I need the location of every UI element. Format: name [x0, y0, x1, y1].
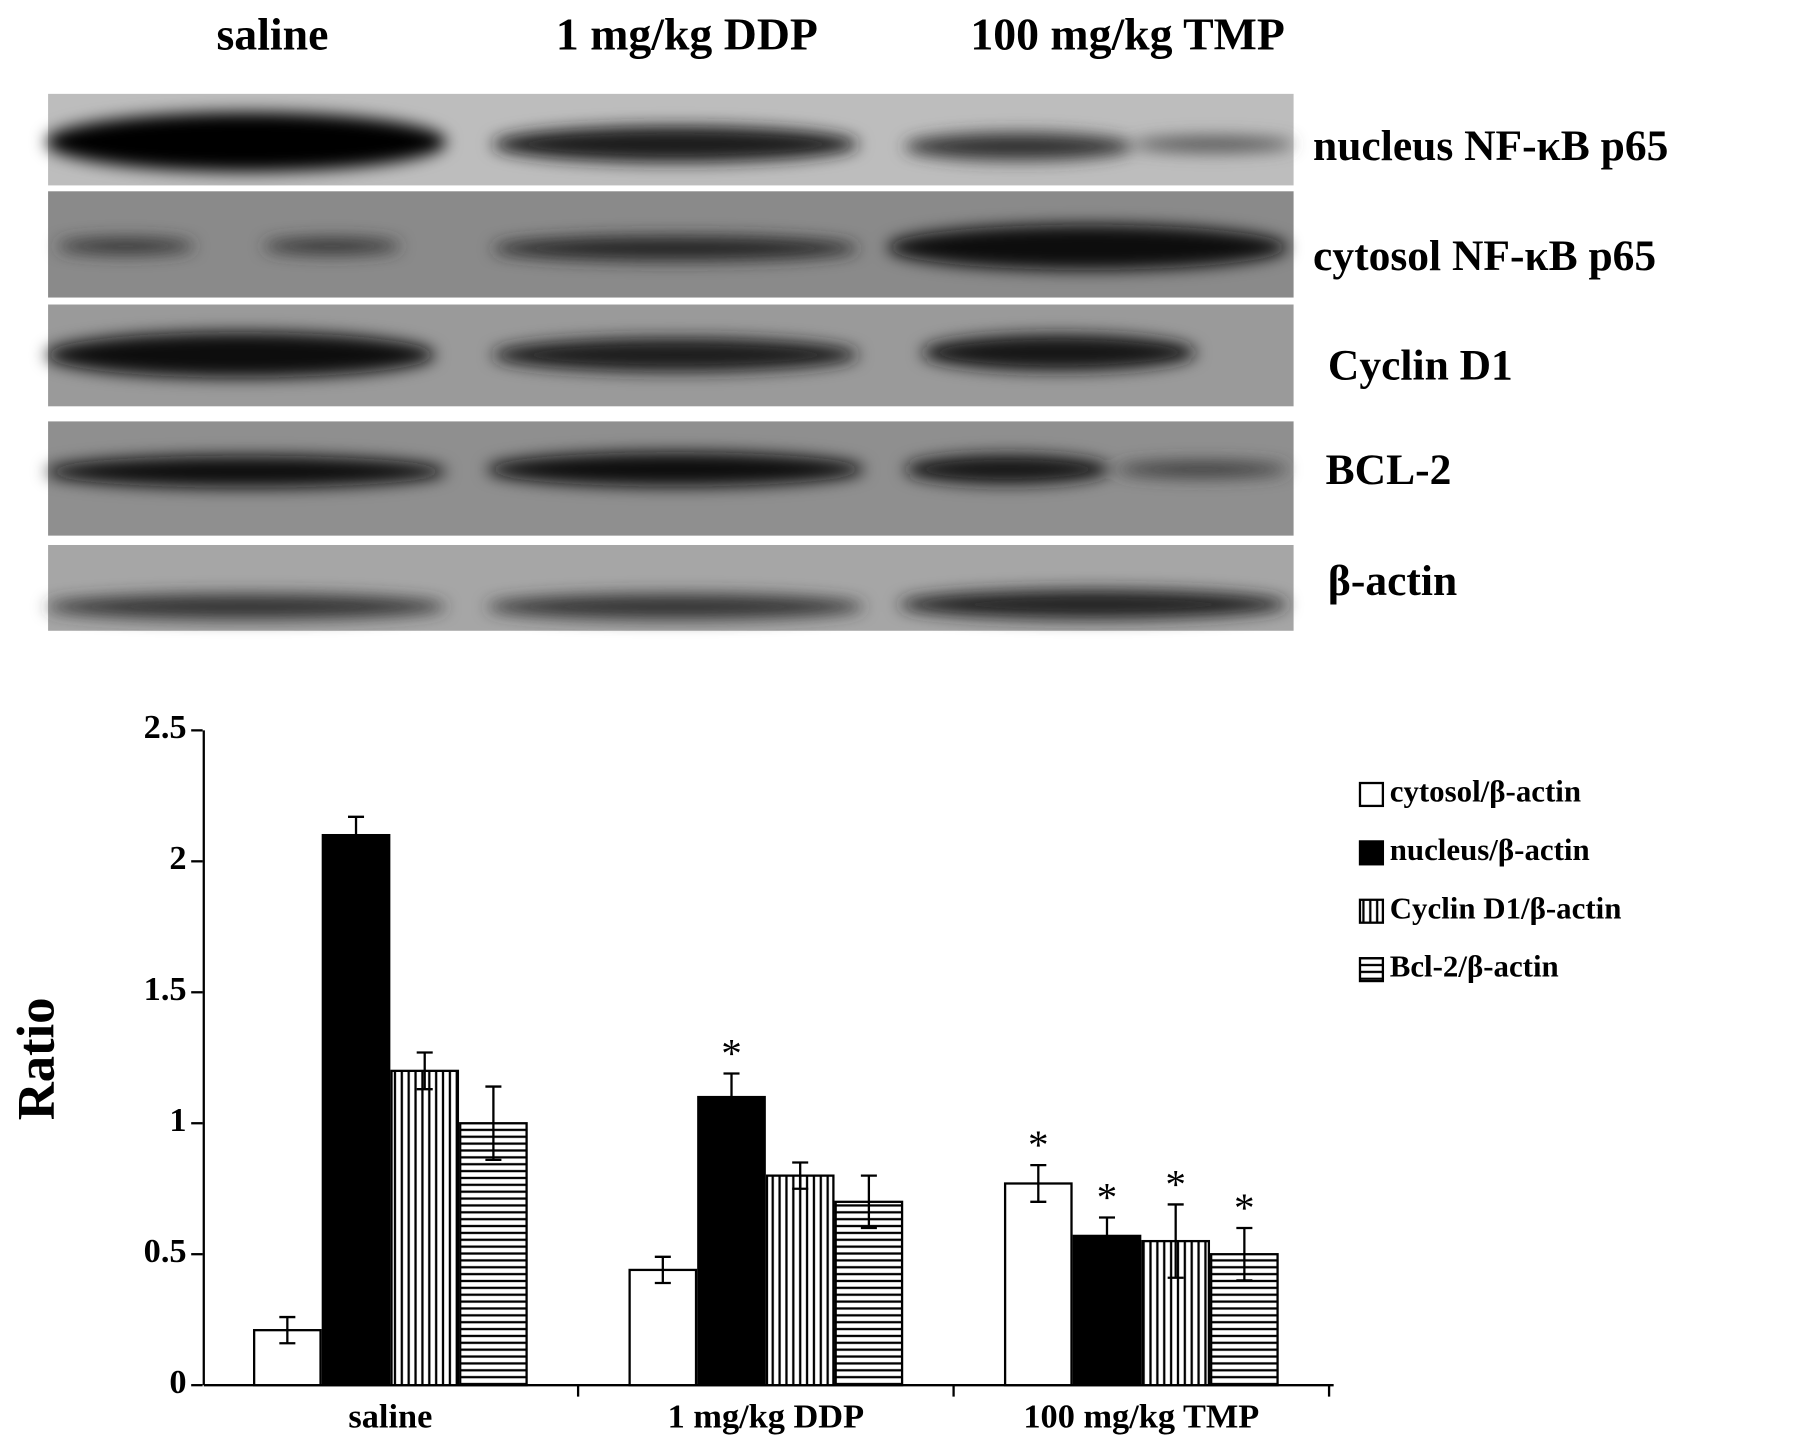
error-bar: [792, 1161, 809, 1190]
error-bar: [654, 1255, 671, 1285]
error-bar: [1236, 1226, 1253, 1282]
legend-swatch: [1358, 957, 1385, 983]
blot-row-label: cytosol NF-κB p65: [1313, 232, 1656, 280]
error-bar: [348, 815, 365, 855]
blot-row-label: Cyclin D1: [1328, 342, 1513, 390]
blot-row-label: nucleus NF-κB p65: [1313, 122, 1668, 170]
x-tick-label: saline: [348, 1397, 432, 1435]
error-bar: [723, 1072, 740, 1122]
blot-column-label: 100 mg/kg TMP: [970, 8, 1285, 59]
blot-column-label: 1 mg/kg DDP: [556, 8, 818, 59]
error-bar: [279, 1315, 296, 1345]
blot-row-label: β-actin: [1328, 557, 1457, 605]
legend-label: Cyclin D1/β-actin: [1390, 890, 1622, 925]
bar: [1003, 1182, 1073, 1387]
bar: [321, 833, 391, 1387]
bar: [390, 1069, 460, 1387]
legend-label: nucleus/β-actin: [1390, 832, 1590, 867]
x-tick-label: 1 mg/kg DDP: [668, 1397, 864, 1435]
legend-swatch: [1358, 840, 1385, 866]
error-bar: [860, 1174, 877, 1230]
y-tick-label: 2: [169, 839, 186, 877]
bar: [765, 1174, 835, 1387]
bar: [1072, 1234, 1142, 1387]
significance-marker: *: [1097, 1174, 1118, 1220]
y-axis-title: Ratio: [7, 998, 65, 1121]
significance-marker: *: [721, 1030, 742, 1076]
error-bar: [1030, 1164, 1047, 1203]
y-tick-label: 1.5: [144, 970, 187, 1008]
error-bar: [1167, 1203, 1184, 1279]
blot-column-label: saline: [216, 8, 328, 59]
x-tick-label: 100 mg/kg TMP: [1023, 1397, 1259, 1435]
legend-swatch: [1358, 781, 1385, 808]
legend-label: Bcl-2/β-actin: [1390, 949, 1559, 984]
error-bar: [1098, 1216, 1116, 1256]
bar: [459, 1122, 528, 1387]
y-tick-label: 0: [169, 1363, 186, 1401]
significance-marker: *: [1028, 1122, 1049, 1168]
bar: [628, 1268, 698, 1387]
blot-panel: [45, 93, 1294, 631]
bar: [697, 1095, 766, 1387]
error-bar: [485, 1085, 502, 1162]
y-tick-label: 2.5: [144, 708, 187, 746]
bar: [834, 1200, 904, 1387]
legend-swatch: [1358, 898, 1385, 924]
significance-marker: *: [1234, 1184, 1255, 1230]
y-tick-label: 1: [169, 1101, 186, 1139]
y-tick-label: 0.5: [144, 1232, 187, 1270]
error-bar: [416, 1051, 433, 1091]
legend-label: cytosol/β-actin: [1390, 774, 1581, 809]
blot-row-label: BCL-2: [1326, 446, 1452, 494]
significance-marker: *: [1165, 1161, 1186, 1207]
